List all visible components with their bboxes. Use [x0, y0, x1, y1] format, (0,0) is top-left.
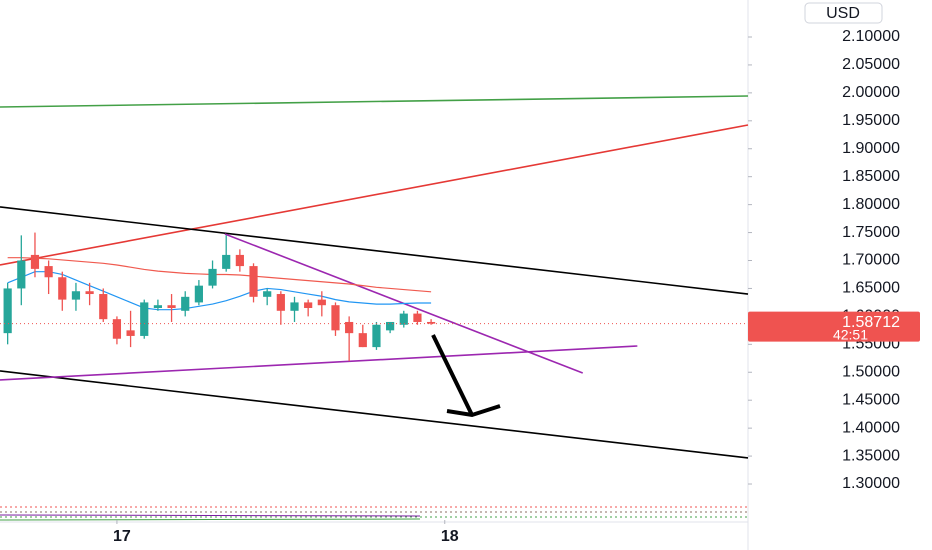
last-price-box: [748, 311, 920, 342]
trendline: [0, 206, 749, 295]
x-tick-label: 17: [113, 528, 131, 545]
candle-body: [71, 291, 81, 300]
y-tick-label: 1.75000: [842, 224, 900, 241]
y-tick-label: 1.35000: [842, 447, 900, 464]
candle-body: [372, 324, 381, 348]
candle-body: [317, 299, 326, 306]
trendline: [0, 124, 749, 266]
y-tick-label: 1.90000: [842, 140, 900, 157]
candle-body: [30, 254, 40, 269]
y-tick-label: 2.05000: [842, 56, 900, 73]
y-tick-label: 2.00000: [842, 84, 900, 101]
candle-body: [99, 294, 108, 320]
y-tick-label: 1.65000: [842, 280, 900, 297]
candle-body: [167, 305, 176, 308]
currency-box[interactable]: [804, 2, 883, 24]
candle-body: [331, 305, 340, 331]
y-tick-label: 1.45000: [842, 391, 900, 408]
candle-body: [153, 305, 163, 308]
countdown: 42:51: [833, 326, 868, 342]
y-tick-label: 1.70000: [842, 252, 900, 269]
candle-body: [181, 296, 190, 311]
indicator-line: [0, 518, 421, 521]
candle-body: [413, 313, 422, 322]
candle-body: [58, 277, 67, 300]
currency: USD: [826, 5, 860, 22]
candle-body: [399, 313, 408, 325]
y-tick-label: 1.30000: [842, 475, 900, 492]
candle-body: [426, 321, 436, 324]
candle-body: [140, 302, 149, 336]
candle-body: [85, 291, 94, 295]
arrow-drawing: [431, 334, 501, 418]
y-tick-label: 1.50000: [842, 363, 900, 380]
y-tick-label: 1.85000: [842, 168, 900, 185]
trendline: [0, 370, 749, 459]
candle-body: [17, 260, 26, 289]
y-tick-label: 1.40000: [842, 419, 900, 436]
candle-body: [208, 268, 217, 286]
candle-body: [126, 330, 135, 336]
y-tick-label: 1.95000: [842, 112, 900, 129]
candle-body: [290, 302, 299, 311]
indicator-line: [0, 514, 421, 517]
trendline: [0, 345, 638, 381]
candle-body: [44, 266, 53, 278]
candle-body: [194, 285, 203, 303]
candle-body: [112, 319, 122, 339]
moving-average: [7, 257, 432, 293]
moving-average: [7, 271, 432, 311]
candle-body: [3, 288, 12, 334]
candle-body: [249, 266, 258, 297]
candle-body: [263, 291, 272, 297]
candle-body: [222, 254, 231, 269]
last-price: 1.58712: [842, 314, 900, 331]
candle-body: [345, 321, 354, 334]
candle-body: [358, 333, 367, 348]
x-tick-label: 18: [441, 528, 459, 545]
candle-body: [235, 254, 244, 267]
y-tick-label: 1.80000: [842, 196, 900, 213]
candle-body: [276, 294, 285, 311]
candle-body: [386, 321, 395, 331]
candle-body: [304, 302, 313, 308]
indicator-pane: [0, 506, 748, 521]
trendline: [0, 95, 749, 108]
y-tick-label: 2.10000: [842, 28, 900, 45]
